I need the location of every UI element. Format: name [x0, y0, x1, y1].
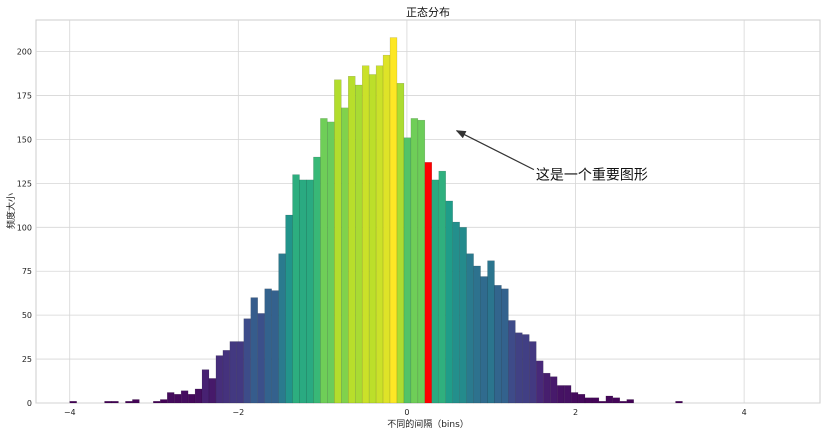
- histogram-bar: [229, 341, 238, 404]
- histogram-bar: [327, 121, 335, 404]
- x-tick-label: 2: [573, 408, 578, 417]
- histogram-bar: [459, 227, 467, 404]
- histogram-bar: [403, 137, 412, 404]
- histogram-bar: [208, 378, 217, 404]
- histogram-bar: [313, 156, 321, 404]
- histogram-bar: [522, 334, 530, 404]
- tick-labels: 0 25 50 75 100 125 150 175 200 −4 −2 0 2 4: [17, 48, 747, 417]
- y-tick-label: 175: [17, 92, 32, 101]
- histogram-bar: [563, 385, 572, 404]
- bars: [69, 37, 683, 404]
- histogram-bar: [320, 118, 328, 404]
- histogram-bar: [473, 265, 481, 404]
- histogram-bar: [382, 54, 391, 404]
- histogram-bar: [167, 392, 175, 404]
- histogram-bar: [361, 65, 370, 404]
- chart-title: 正态分布: [406, 6, 450, 19]
- x-tick-label: 4: [742, 408, 747, 417]
- histogram-bar: [417, 119, 426, 404]
- y-tick-label: 200: [17, 48, 32, 57]
- histogram-bar: [160, 399, 168, 404]
- histogram-bar: [543, 372, 551, 404]
- histogram-bar: [438, 170, 446, 404]
- histogram-bar: [549, 376, 558, 404]
- histogram-bar: [445, 200, 453, 404]
- histogram-bar: [501, 288, 509, 404]
- histogram-bar: [292, 174, 300, 404]
- histogram-bar: [257, 313, 265, 404]
- histogram-bar: [675, 401, 683, 404]
- histogram-bar: [375, 65, 384, 404]
- histogram-bar: [271, 290, 279, 404]
- histogram-bar: [215, 355, 224, 404]
- histogram-bar: [222, 350, 231, 404]
- histogram-bar: [529, 341, 537, 404]
- y-tick-label: 50: [22, 311, 32, 320]
- histogram-bar: [626, 399, 634, 404]
- histogram-bar: [111, 401, 119, 404]
- histogram-bar: [334, 79, 342, 404]
- histogram-bar: [410, 118, 419, 404]
- histogram-bar: [494, 285, 502, 404]
- histogram-bar: [201, 369, 210, 404]
- histogram-bar: [180, 390, 189, 404]
- histogram-bar: [368, 74, 377, 404]
- x-axis-label: 不同的间隔（bins）: [387, 418, 469, 430]
- histogram-bar: [153, 401, 161, 404]
- histogram-bar: [487, 260, 495, 404]
- highlighted-bar: [424, 162, 433, 404]
- histogram-bar: [250, 297, 258, 404]
- y-axis-label: 频度大小: [5, 193, 17, 229]
- histogram-bar: [69, 401, 77, 404]
- histogram-bar: [508, 320, 516, 404]
- histogram-bar: [577, 394, 586, 404]
- annotation-text: 这是一个重要图形: [536, 167, 648, 184]
- histogram-bar: [194, 388, 203, 404]
- histogram-bar: [612, 397, 621, 404]
- histogram-bar: [605, 395, 614, 404]
- histogram-bar: [285, 214, 293, 404]
- histogram-bar: [278, 253, 286, 404]
- annotation-arrow: [455, 130, 535, 171]
- histogram-bar: [570, 392, 579, 404]
- y-tick-label: 0: [27, 399, 32, 408]
- annotation: 这是一个重要图形: [455, 130, 648, 184]
- histogram-bar: [355, 84, 363, 404]
- y-tick-label: 25: [22, 355, 32, 364]
- histogram-bar: [556, 385, 565, 404]
- histogram-bar: [236, 341, 245, 404]
- y-tick-label: 100: [17, 223, 32, 232]
- x-tick-label: −2: [232, 408, 244, 417]
- histogram-bar: [396, 83, 405, 404]
- histogram-bar: [591, 397, 600, 404]
- histogram-bar: [104, 401, 112, 404]
- histogram-bar: [536, 360, 544, 404]
- histogram-bar: [515, 332, 523, 404]
- histogram-bar: [348, 76, 356, 404]
- histogram-bar: [619, 401, 627, 404]
- histogram-bar: [431, 179, 439, 404]
- grid-lines: [36, 20, 820, 404]
- histogram-bar: [264, 288, 272, 404]
- y-tick-label: 150: [17, 135, 32, 144]
- histogram-bar: [584, 397, 593, 404]
- x-tick-label: 0: [404, 408, 409, 417]
- histogram-bar: [452, 221, 460, 404]
- histogram-bar: [466, 253, 474, 404]
- y-tick-label: 75: [22, 267, 32, 276]
- histogram-bar: [125, 401, 133, 404]
- histogram-bar: [389, 37, 398, 404]
- histogram-bar: [187, 394, 196, 404]
- histogram-bar: [306, 179, 314, 404]
- histogram-bar: [132, 399, 140, 404]
- histogram-bar: [173, 394, 182, 404]
- histogram-bar: [341, 107, 349, 404]
- histogram-bar: [480, 276, 488, 404]
- histogram-bar: [243, 318, 251, 404]
- x-tick-label: −4: [64, 408, 76, 417]
- histogram-bar: [598, 401, 607, 404]
- histogram-bar: [299, 179, 307, 404]
- y-tick-label: 125: [17, 179, 32, 188]
